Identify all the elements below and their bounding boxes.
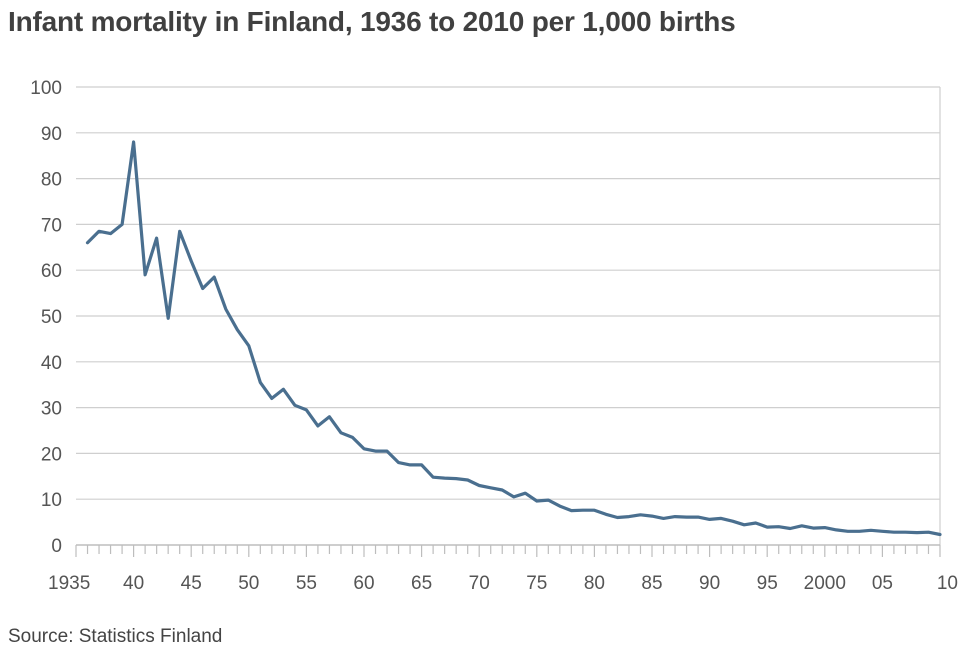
x-tick-label-1985: 85 xyxy=(641,573,662,594)
x-tick-label-2005: 05 xyxy=(872,573,893,594)
y-tick-label-80: 80 xyxy=(41,170,62,191)
y-tick-label-10: 10 xyxy=(41,490,62,511)
axes xyxy=(76,87,941,546)
y-tick-label-70: 70 xyxy=(41,215,62,236)
chart-title: Infant mortality in Finland, 1936 to 201… xyxy=(8,6,736,37)
x-tick-label-1950: 50 xyxy=(238,573,259,594)
x-tick-label-1935: 1935 xyxy=(48,573,90,594)
x-tick-label-1990: 90 xyxy=(699,573,720,594)
x-tick-label-2000: 2000 xyxy=(804,573,846,594)
y-tick-label-50: 50 xyxy=(41,307,62,328)
y-tick-label-20: 20 xyxy=(41,444,62,465)
y-tick-label-30: 30 xyxy=(41,399,62,420)
gridlines xyxy=(76,86,940,500)
series-group xyxy=(85,140,942,537)
x-tick-label-1960: 60 xyxy=(353,573,374,594)
y-axis-ticks: 0 10 20 30 40 50 60 70 80 90 100 xyxy=(30,78,62,557)
y-tick-label-0: 0 xyxy=(51,536,62,557)
x-tick-label-1940: 40 xyxy=(123,573,144,594)
x-tick-label-1975: 75 xyxy=(526,573,547,594)
y-tick-label-100: 100 xyxy=(30,78,62,99)
x-tick-label-1955: 55 xyxy=(296,573,317,594)
x-tick-label-2010: 10 xyxy=(937,573,958,594)
x-tick-label-1945: 45 xyxy=(181,573,202,594)
series-line-0 xyxy=(85,140,942,537)
y-tick-label-60: 60 xyxy=(41,261,62,282)
x-tick-label-1970: 70 xyxy=(469,573,490,594)
x-tick-label-1995: 95 xyxy=(757,573,778,594)
x-tick-label-1980: 80 xyxy=(584,573,605,594)
x-tick-label-1965: 65 xyxy=(411,573,432,594)
source-note: Source: Statistics Finland xyxy=(8,626,223,647)
y-tick-label-40: 40 xyxy=(41,353,62,374)
y-tick-label-90: 90 xyxy=(41,124,62,145)
x-axis-ticks: 1935 40 45 50 55 60 65 70 75 80 85 90 95 2000 05 10 xyxy=(48,545,958,594)
